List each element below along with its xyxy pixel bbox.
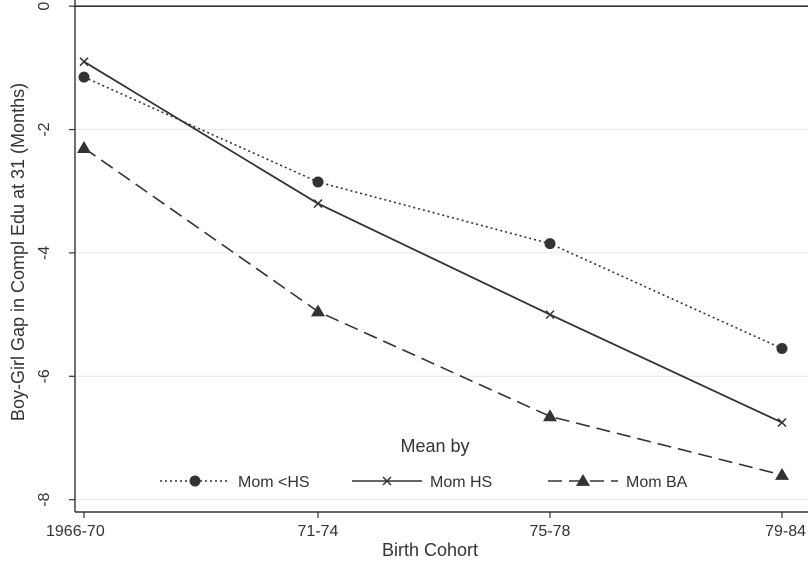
series-lines bbox=[83, 60, 783, 476]
x-axis-label: Birth Cohort bbox=[382, 540, 478, 560]
y-tick-label: 0 bbox=[36, 2, 53, 11]
marker-triangle bbox=[77, 141, 91, 153]
marker-triangle bbox=[311, 304, 325, 317]
legend-label: Mom HS bbox=[430, 474, 492, 491]
marker-circle bbox=[544, 238, 556, 250]
marker-x-stroke bbox=[777, 418, 787, 428]
series-line-mom-hs bbox=[83, 76, 783, 350]
x-tick-label: 71-74 bbox=[298, 523, 339, 540]
x-tick-label: 75-78 bbox=[530, 523, 571, 540]
axes: 0 -2 -4 -6 -8 1966-70 71-74 75-78 79-84 bbox=[36, 0, 808, 540]
marker-circle bbox=[776, 343, 788, 355]
y-tick-label: -8 bbox=[36, 492, 53, 506]
series-line-mom-ba bbox=[83, 147, 783, 476]
marker-triangle bbox=[576, 474, 590, 486]
marker-x-stroke bbox=[545, 310, 555, 320]
legend-label: Mom <HS bbox=[238, 474, 310, 491]
legend-title: Mean by bbox=[400, 436, 469, 456]
marker-x-stroke bbox=[79, 57, 89, 67]
marker-triangle bbox=[543, 409, 557, 422]
marker-triangle bbox=[775, 467, 789, 480]
y-tick-label: -6 bbox=[36, 369, 53, 383]
marker-x bbox=[313, 199, 323, 209]
marker-x bbox=[382, 476, 392, 486]
y-tick-label: -4 bbox=[36, 246, 53, 260]
x-tick-label: 79-84 bbox=[765, 523, 806, 540]
x-tick-label: 1966-70 bbox=[46, 523, 105, 540]
marker-circle bbox=[189, 475, 201, 487]
y-axis-label: Boy-Girl Gap in Compl Edu at 31 (Months) bbox=[8, 83, 28, 421]
plot-area bbox=[75, 0, 808, 512]
legend: Mean by Mom <HS Mom HS Mom BA bbox=[160, 436, 688, 491]
marker-circle bbox=[78, 71, 90, 83]
legend-label: Mom BA bbox=[626, 474, 688, 491]
marker-x-stroke bbox=[313, 199, 323, 209]
marker-x bbox=[545, 310, 555, 320]
marker-x bbox=[79, 57, 89, 67]
series-markers bbox=[77, 57, 789, 480]
marker-circle bbox=[312, 176, 324, 188]
marker-x bbox=[777, 418, 787, 428]
marker-x-stroke bbox=[382, 476, 392, 486]
series-line-mom-hs bbox=[83, 60, 783, 424]
y-tick-label: -2 bbox=[36, 122, 53, 136]
